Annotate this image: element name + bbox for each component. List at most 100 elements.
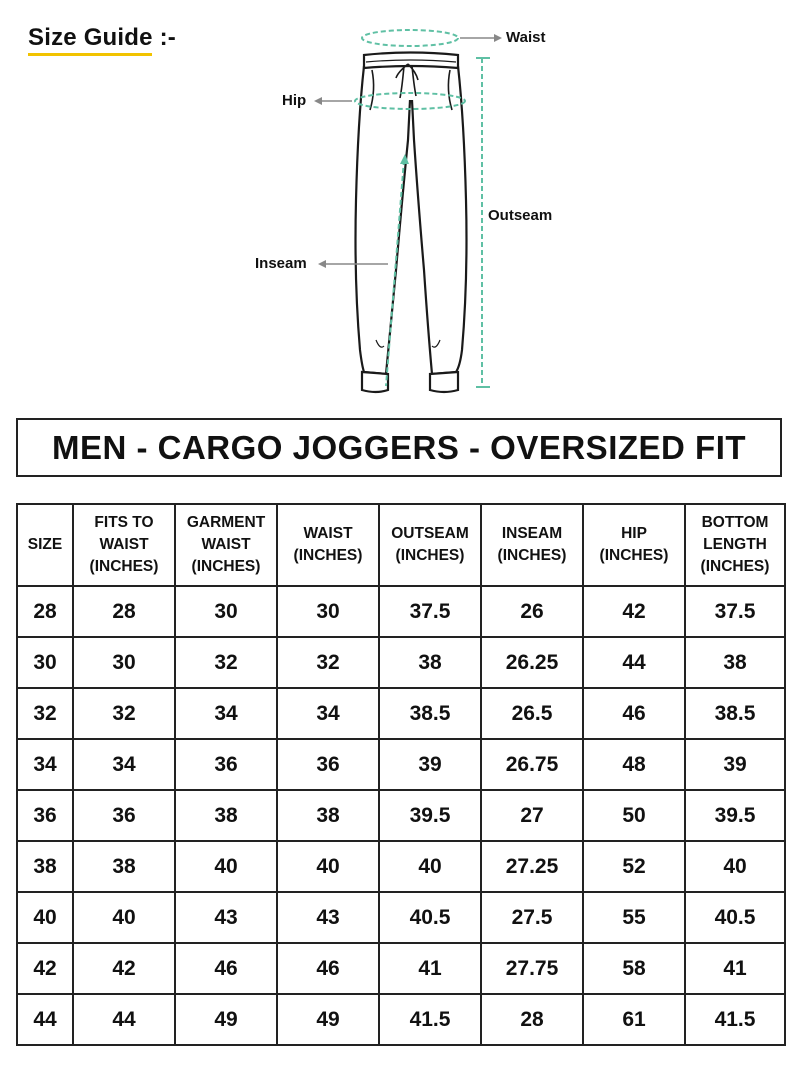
table-row: 36 36 38 38 39.5 27 50 39.5	[16, 789, 786, 842]
column-header-line: (INCHES)	[599, 547, 669, 564]
column-header-line: FITS TO	[94, 514, 154, 531]
table-cell: 40	[276, 840, 380, 893]
column-header-line: INSEAM	[501, 525, 563, 542]
column-header-line: WAIST	[303, 525, 353, 542]
table-cell: 41	[684, 942, 786, 995]
table-cell: 32	[174, 636, 278, 689]
table-row: 28 28 30 30 37.5 26 42 37.5	[16, 585, 786, 638]
table-cell: 28	[16, 585, 74, 638]
table-cell: 46	[174, 942, 278, 995]
table-cell: 58	[582, 942, 686, 995]
right-cuff	[428, 370, 460, 394]
column-header-line: (INCHES)	[191, 558, 261, 575]
table-cell: 39.5	[684, 789, 786, 842]
outseam-label: Outseam	[488, 207, 553, 224]
table-row: 42 42 46 46 41 27.75 58 41	[16, 942, 786, 995]
table-cell: 46	[276, 942, 380, 995]
column-header: FITS TO WAIST (INCHES)	[72, 503, 176, 587]
table-cell: 30	[276, 585, 380, 638]
table-cell: 37.5	[378, 585, 482, 638]
jogger-diagram: Waist Hip Outseam Inseam	[0, 0, 800, 410]
inseam-label: Inseam	[255, 255, 307, 272]
product-title-box: MEN - CARGO JOGGERS - OVERSIZED FIT	[16, 418, 782, 477]
table-cell: 50	[582, 789, 686, 842]
table-cell: 34	[276, 687, 380, 740]
column-header: WAIST (INCHES)	[276, 503, 380, 587]
table-cell: 34	[16, 738, 74, 791]
column-header-line: SIZE	[27, 536, 63, 553]
left-pocket	[369, 69, 375, 111]
table-cell: 40	[174, 840, 278, 893]
table-cell: 36	[276, 738, 380, 791]
table-cell: 49	[174, 993, 278, 1046]
table-cell: 43	[174, 891, 278, 944]
drawstring	[395, 63, 419, 99]
table-cell: 38	[276, 789, 380, 842]
table-cell: 40	[684, 840, 786, 893]
table-cell: 39	[684, 738, 786, 791]
table-cell: 41.5	[684, 993, 786, 1046]
column-header-line: (INCHES)	[89, 558, 159, 575]
table-cell: 43	[276, 891, 380, 944]
table-cell: 44	[16, 993, 74, 1046]
table-row: 40 40 43 43 40.5 27.5 55 40.5	[16, 891, 786, 944]
right-pocket	[447, 69, 453, 111]
column-header: GARMENT WAIST (INCHES)	[174, 503, 278, 587]
table-cell: 30	[16, 636, 74, 689]
table-cell: 28	[72, 585, 176, 638]
column-header-line: WAIST	[201, 536, 251, 553]
table-cell: 30	[72, 636, 176, 689]
left-leg-outline	[354, 65, 412, 376]
table-cell: 37.5	[684, 585, 786, 638]
heading-underline	[28, 53, 152, 56]
table-cell: 27	[480, 789, 584, 842]
table-header-row: SIZE FITS TO WAIST (INCHES) GARMENT WAIST (INC…	[16, 503, 786, 587]
inseam-measure-line	[385, 159, 405, 387]
table-row: 38 38 40 40 40 27.25 52 40	[16, 840, 786, 893]
table-cell: 32	[16, 687, 74, 740]
table-cell: 34	[72, 738, 176, 791]
table-cell: 38	[378, 636, 482, 689]
column-header-line: HIP	[621, 525, 647, 542]
column-header-line: (INCHES)	[293, 547, 363, 564]
waist-label: Waist	[506, 29, 546, 46]
table-cell: 34	[174, 687, 278, 740]
table-cell: 40.5	[378, 891, 482, 944]
table-cell: 38.5	[684, 687, 786, 740]
column-header-line: LENGTH	[703, 536, 767, 553]
table-cell: 36	[72, 789, 176, 842]
table-row: 44 44 49 49 41.5 28 61 41.5	[16, 993, 786, 1046]
waist-measure-ellipse	[361, 29, 459, 47]
table-cell: 40	[16, 891, 74, 944]
column-header-line: (INCHES)	[497, 547, 567, 564]
column-header-line: WAIST	[99, 536, 149, 553]
table-cell: 48	[582, 738, 686, 791]
table-cell: 26.25	[480, 636, 584, 689]
column-header: INSEAM (INCHES)	[480, 503, 584, 587]
column-header: HIP (INCHES)	[582, 503, 686, 587]
table-cell: 36	[174, 738, 278, 791]
table-cell: 46	[582, 687, 686, 740]
table-cell: 26.75	[480, 738, 584, 791]
hip-label: Hip	[282, 92, 307, 109]
hip-measure-ellipse	[354, 92, 466, 110]
column-header-line: BOTTOM	[701, 514, 769, 531]
table-cell: 40.5	[684, 891, 786, 944]
table-cell: 30	[174, 585, 278, 638]
table-cell: 40	[72, 891, 176, 944]
jogger-illustration	[314, 29, 502, 394]
table-cell: 41.5	[378, 993, 482, 1046]
table-cell: 49	[276, 993, 380, 1046]
table-cell: 36	[16, 789, 74, 842]
table-cell: 40	[378, 840, 482, 893]
table-cell: 32	[276, 636, 380, 689]
table-row: 30 30 32 32 38 26.25 44 38	[16, 636, 786, 689]
table-cell: 55	[582, 891, 686, 944]
table-cell: 38	[684, 636, 786, 689]
table-row: 34 34 36 36 39 26.75 48 39	[16, 738, 786, 791]
column-header: SIZE	[16, 503, 74, 587]
size-chart-table: SIZE FITS TO WAIST (INCHES) GARMENT WAIST (INC…	[16, 503, 786, 1046]
table-row: 32 32 34 34 38.5 26.5 46 38.5	[16, 687, 786, 740]
table-cell: 38.5	[378, 687, 482, 740]
table-cell: 61	[582, 993, 686, 1046]
